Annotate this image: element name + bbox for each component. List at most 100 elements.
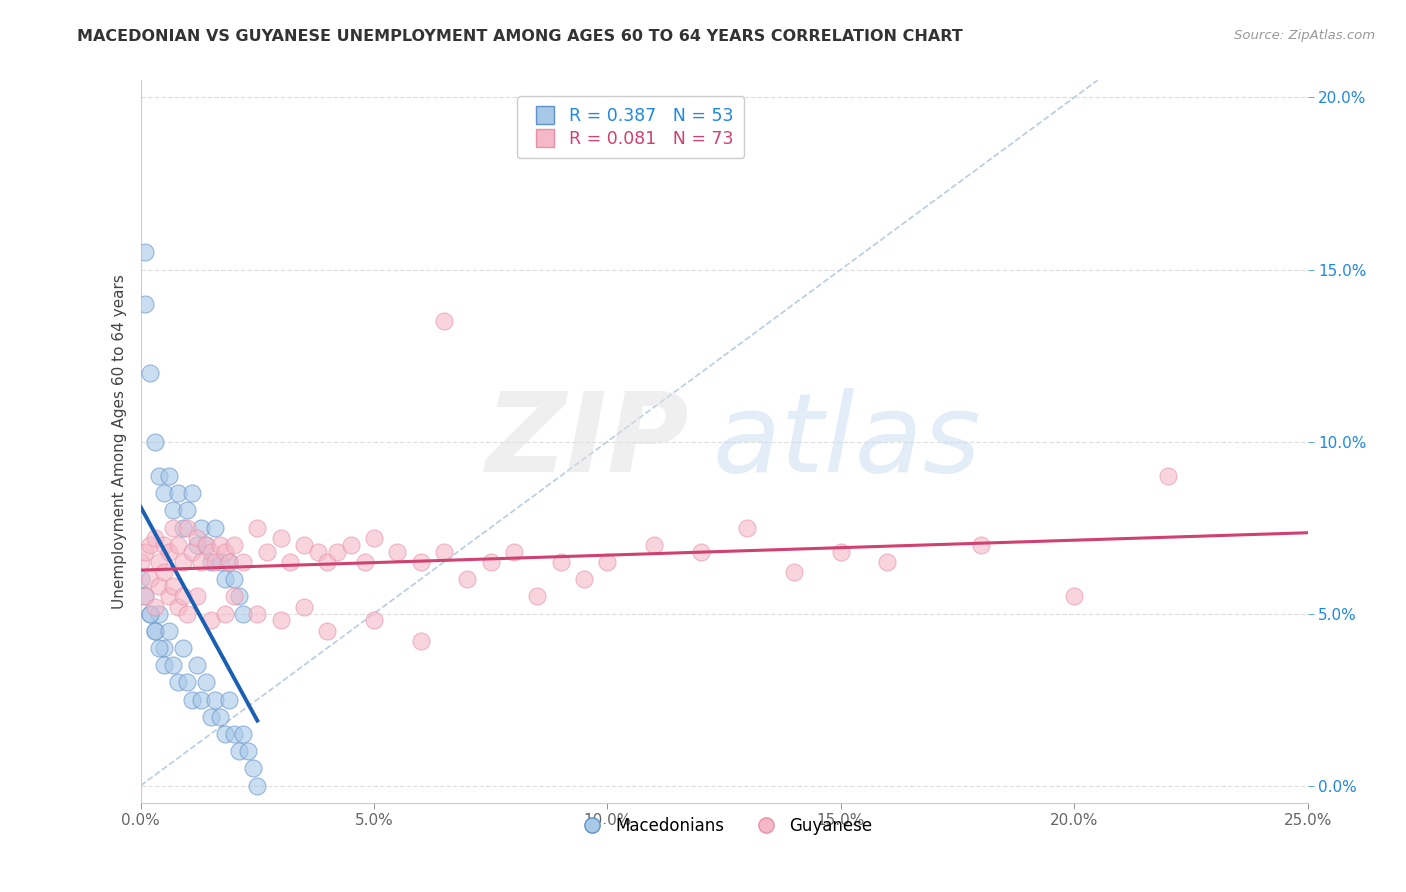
Guyanese bbox=[572, 572, 595, 586]
Guyanese bbox=[200, 544, 222, 558]
Guyanese bbox=[689, 544, 711, 558]
Guyanese bbox=[316, 624, 339, 638]
Macedonians bbox=[139, 607, 162, 621]
Guyanese bbox=[143, 531, 166, 545]
Guyanese bbox=[172, 590, 194, 604]
Guyanese bbox=[353, 555, 375, 569]
Guyanese bbox=[222, 538, 245, 552]
Macedonians bbox=[214, 572, 236, 586]
Guyanese bbox=[214, 607, 236, 621]
Guyanese bbox=[148, 555, 170, 569]
Macedonians bbox=[143, 624, 166, 638]
Macedonians bbox=[218, 692, 240, 706]
Guyanese bbox=[134, 544, 156, 558]
Guyanese bbox=[139, 538, 162, 552]
Guyanese bbox=[218, 555, 240, 569]
Guyanese bbox=[162, 520, 184, 534]
Macedonians bbox=[186, 658, 208, 673]
Macedonians bbox=[143, 624, 166, 638]
Guyanese bbox=[433, 314, 456, 328]
Macedonians bbox=[148, 640, 170, 655]
Text: Source: ZipAtlas.com: Source: ZipAtlas.com bbox=[1234, 29, 1375, 42]
Guyanese bbox=[256, 544, 278, 558]
Guyanese bbox=[214, 544, 236, 558]
Guyanese bbox=[129, 555, 152, 569]
Macedonians bbox=[194, 538, 217, 552]
Macedonians bbox=[172, 520, 194, 534]
Guyanese bbox=[596, 555, 619, 569]
Guyanese bbox=[363, 614, 385, 628]
Macedonians bbox=[214, 727, 236, 741]
Guyanese bbox=[1063, 590, 1085, 604]
Guyanese bbox=[270, 614, 292, 628]
Guyanese bbox=[200, 614, 222, 628]
Guyanese bbox=[246, 607, 269, 621]
Guyanese bbox=[316, 555, 339, 569]
Macedonians bbox=[153, 486, 176, 500]
Guyanese bbox=[172, 555, 194, 569]
Macedonians bbox=[218, 555, 240, 569]
Guyanese bbox=[157, 590, 180, 604]
Y-axis label: Unemployment Among Ages 60 to 64 years: Unemployment Among Ages 60 to 64 years bbox=[111, 274, 127, 609]
Guyanese bbox=[143, 599, 166, 614]
Text: atlas: atlas bbox=[713, 388, 981, 495]
Macedonians bbox=[176, 675, 198, 690]
Macedonians bbox=[172, 640, 194, 655]
Guyanese bbox=[876, 555, 898, 569]
Macedonians bbox=[200, 555, 222, 569]
Macedonians bbox=[139, 607, 162, 621]
Guyanese bbox=[167, 538, 190, 552]
Guyanese bbox=[167, 599, 190, 614]
Macedonians bbox=[208, 555, 231, 569]
Guyanese bbox=[190, 555, 212, 569]
Macedonians bbox=[246, 779, 269, 793]
Macedonians bbox=[190, 692, 212, 706]
Guyanese bbox=[139, 572, 162, 586]
Macedonians bbox=[157, 469, 180, 483]
Guyanese bbox=[186, 590, 208, 604]
Guyanese bbox=[363, 531, 385, 545]
Macedonians bbox=[200, 710, 222, 724]
Macedonians bbox=[143, 434, 166, 449]
Guyanese bbox=[526, 590, 548, 604]
Macedonians bbox=[134, 590, 156, 604]
Guyanese bbox=[409, 634, 432, 648]
Macedonians bbox=[232, 727, 254, 741]
Macedonians bbox=[242, 761, 264, 775]
Guyanese bbox=[737, 520, 759, 534]
Macedonians bbox=[228, 590, 250, 604]
Guyanese bbox=[162, 579, 184, 593]
Guyanese bbox=[409, 555, 432, 569]
Guyanese bbox=[148, 579, 170, 593]
Macedonians bbox=[204, 692, 226, 706]
Guyanese bbox=[176, 607, 198, 621]
Guyanese bbox=[157, 544, 180, 558]
Guyanese bbox=[194, 538, 217, 552]
Macedonians bbox=[204, 520, 226, 534]
Guyanese bbox=[503, 544, 526, 558]
Guyanese bbox=[153, 538, 176, 552]
Macedonians bbox=[162, 658, 184, 673]
Guyanese bbox=[222, 590, 245, 604]
Macedonians bbox=[176, 503, 198, 517]
Text: MACEDONIAN VS GUYANESE UNEMPLOYMENT AMONG AGES 60 TO 64 YEARS CORRELATION CHART: MACEDONIAN VS GUYANESE UNEMPLOYMENT AMON… bbox=[77, 29, 963, 44]
Macedonians bbox=[181, 486, 204, 500]
Guyanese bbox=[134, 590, 156, 604]
Guyanese bbox=[292, 538, 315, 552]
Guyanese bbox=[339, 538, 361, 552]
Guyanese bbox=[246, 520, 269, 534]
Macedonians bbox=[162, 503, 184, 517]
Guyanese bbox=[292, 599, 315, 614]
Macedonians bbox=[129, 572, 152, 586]
Guyanese bbox=[830, 544, 852, 558]
Macedonians bbox=[222, 727, 245, 741]
Guyanese bbox=[204, 555, 226, 569]
Macedonians bbox=[167, 675, 190, 690]
Legend: Macedonians, Guyanese: Macedonians, Guyanese bbox=[569, 810, 879, 841]
Guyanese bbox=[153, 566, 176, 580]
Text: ZIP: ZIP bbox=[485, 388, 689, 495]
Guyanese bbox=[186, 531, 208, 545]
Guyanese bbox=[550, 555, 572, 569]
Guyanese bbox=[307, 544, 329, 558]
Guyanese bbox=[1156, 469, 1178, 483]
